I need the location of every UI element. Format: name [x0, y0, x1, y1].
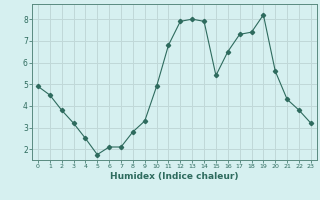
X-axis label: Humidex (Indice chaleur): Humidex (Indice chaleur) — [110, 172, 239, 181]
